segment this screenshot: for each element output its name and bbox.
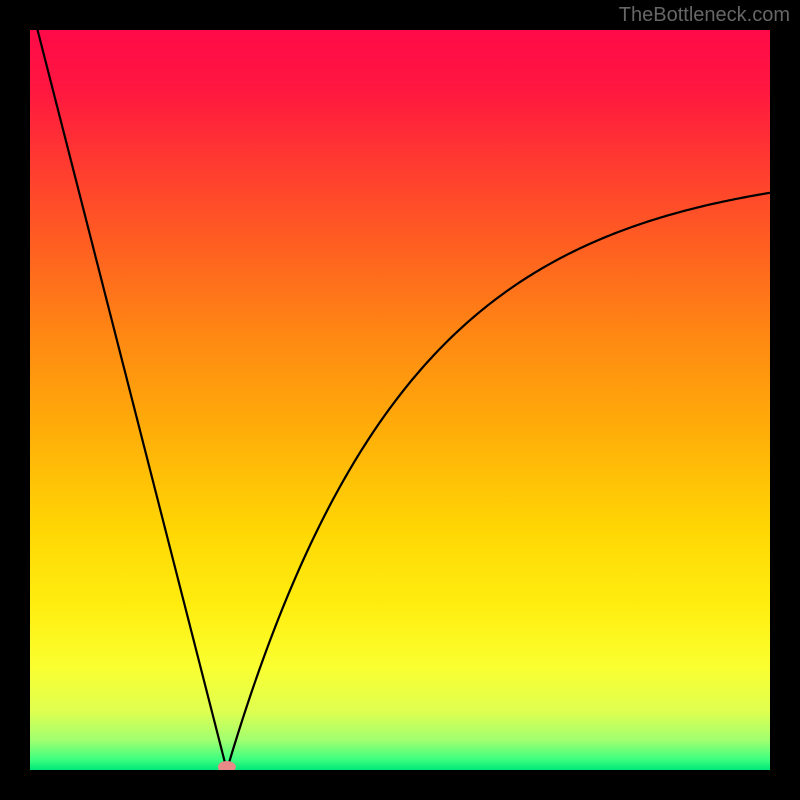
gradient-background (30, 30, 770, 770)
watermark-text: TheBottleneck.com (619, 4, 790, 27)
plot-area (30, 30, 770, 770)
chart-container: TheBottleneck.com (0, 0, 800, 800)
plot-svg (30, 30, 770, 770)
